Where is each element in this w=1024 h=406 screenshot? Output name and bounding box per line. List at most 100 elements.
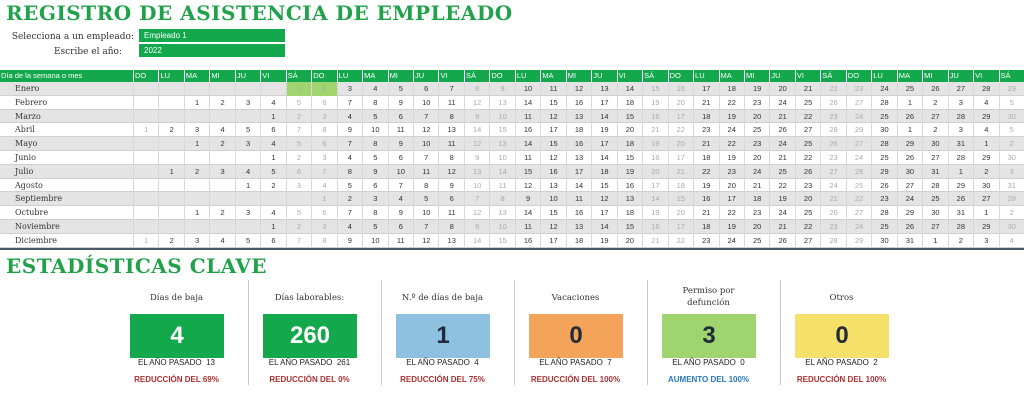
day-cell[interactable]: 9 — [463, 220, 489, 234]
day-cell[interactable] — [158, 220, 183, 234]
day-cell[interactable]: 24 — [871, 82, 896, 96]
day-cell[interactable] — [209, 192, 234, 207]
day-cell[interactable]: 7 — [387, 178, 413, 193]
day-cell[interactable]: 22 — [693, 164, 718, 179]
day-cell[interactable]: 22 — [794, 109, 820, 124]
day-cell[interactable]: 2 — [158, 123, 183, 138]
day-cell[interactable]: 22 — [718, 137, 744, 151]
day-cell[interactable]: 26 — [896, 220, 922, 234]
day-cell[interactable] — [209, 82, 234, 96]
day-cell[interactable]: 26 — [820, 95, 845, 110]
day-cell[interactable]: 24 — [845, 151, 871, 165]
day-cell[interactable]: 1 — [183, 137, 209, 151]
day-cell[interactable]: 4 — [362, 82, 387, 96]
day-cell[interactable]: 8 — [438, 151, 463, 165]
day-cell[interactable] — [133, 220, 158, 234]
day-cell[interactable]: 6 — [260, 233, 285, 248]
day-cell[interactable]: 7 — [438, 82, 463, 96]
day-cell[interactable]: 28 — [947, 151, 973, 165]
day-cell[interactable]: 3 — [234, 137, 260, 151]
day-cell[interactable]: 3 — [311, 220, 336, 234]
day-cell[interactable]: 8 — [311, 123, 336, 138]
day-cell[interactable] — [133, 192, 158, 207]
day-cell[interactable]: 20 — [667, 137, 693, 151]
day-cell[interactable]: 21 — [642, 123, 667, 138]
day-cell[interactable]: 16 — [616, 178, 642, 193]
day-cell[interactable]: 10 — [413, 95, 438, 110]
day-cell[interactable]: 31 — [896, 233, 922, 248]
day-cell[interactable] — [133, 178, 158, 193]
day-cell[interactable]: 1 — [260, 220, 285, 234]
day-cell[interactable]: 1 — [311, 192, 336, 207]
day-cell[interactable]: 20 — [667, 206, 693, 220]
day-cell[interactable]: 11 — [413, 164, 438, 179]
day-cell[interactable]: 8 — [362, 137, 387, 151]
day-cell[interactable]: 5 — [998, 123, 1024, 138]
day-cell[interactable] — [133, 151, 158, 165]
day-cell[interactable]: 4 — [260, 206, 285, 220]
day-cell[interactable]: 19 — [591, 233, 616, 248]
day-cell[interactable]: 2 — [260, 178, 285, 193]
day-cell[interactable]: 13 — [591, 82, 616, 96]
day-cell[interactable]: 23 — [820, 220, 845, 234]
day-cell[interactable]: 2 — [336, 192, 362, 207]
day-cell[interactable]: 30 — [998, 151, 1024, 165]
day-cell[interactable]: 4 — [998, 233, 1024, 248]
day-cell[interactable]: 10 — [463, 178, 489, 193]
day-cell[interactable]: 16 — [514, 123, 540, 138]
day-cell[interactable]: 13 — [565, 109, 591, 124]
day-cell[interactable]: 24 — [718, 233, 744, 248]
day-cell[interactable]: 13 — [489, 95, 514, 110]
day-cell[interactable]: 3 — [998, 164, 1024, 179]
day-cell[interactable]: 19 — [769, 192, 794, 207]
day-cell[interactable]: 2 — [947, 233, 973, 248]
day-cell[interactable] — [209, 220, 234, 234]
day-cell[interactable]: 17 — [591, 206, 616, 220]
day-cell[interactable]: 15 — [489, 123, 514, 138]
day-cell[interactable]: 10 — [489, 151, 514, 165]
day-cell[interactable]: 23 — [718, 164, 744, 179]
day-cell[interactable] — [183, 109, 209, 124]
day-cell[interactable]: 21 — [794, 82, 820, 96]
day-cell[interactable]: 18 — [591, 164, 616, 179]
day-cell[interactable]: 3 — [311, 109, 336, 124]
day-cell[interactable]: 17 — [693, 82, 718, 96]
day-cell[interactable]: 31 — [998, 178, 1024, 193]
day-cell[interactable]: 2 — [209, 137, 234, 151]
day-cell[interactable] — [158, 151, 183, 165]
day-cell[interactable]: 26 — [922, 82, 947, 96]
day-cell[interactable]: 28 — [922, 178, 947, 193]
day-cell[interactable]: 1 — [260, 151, 285, 165]
day-cell[interactable]: 25 — [896, 82, 922, 96]
day-cell[interactable]: 22 — [718, 95, 744, 110]
day-cell[interactable]: 30 — [922, 137, 947, 151]
day-cell[interactable]: 8 — [463, 82, 489, 96]
day-cell[interactable] — [209, 178, 234, 193]
day-cell[interactable]: 5 — [285, 95, 311, 110]
day-cell[interactable]: 28 — [998, 192, 1024, 207]
day-cell[interactable]: 14 — [514, 206, 540, 220]
day-cell[interactable]: 27 — [820, 164, 845, 179]
day-cell[interactable]: 18 — [565, 123, 591, 138]
day-cell[interactable]: 26 — [769, 123, 794, 138]
day-cell[interactable]: 6 — [387, 220, 413, 234]
day-cell[interactable]: 3 — [947, 95, 973, 110]
day-cell[interactable]: 28 — [845, 164, 871, 179]
day-cell[interactable]: 15 — [667, 192, 693, 207]
day-cell[interactable]: 13 — [489, 206, 514, 220]
day-cell[interactable]: 1 — [183, 95, 209, 110]
day-cell[interactable]: 27 — [922, 109, 947, 124]
day-cell[interactable]: 12 — [463, 206, 489, 220]
day-cell[interactable]: 5 — [336, 178, 362, 193]
day-cell[interactable] — [133, 109, 158, 124]
day-cell[interactable]: 12 — [438, 164, 463, 179]
day-cell[interactable]: 18 — [743, 192, 769, 207]
day-cell[interactable]: 30 — [896, 164, 922, 179]
day-cell[interactable]: 12 — [565, 82, 591, 96]
day-cell[interactable]: 27 — [845, 95, 871, 110]
day-cell[interactable]: 1 — [158, 164, 183, 179]
day-cell[interactable]: 7 — [413, 220, 438, 234]
day-cell[interactable]: 10 — [489, 220, 514, 234]
day-cell[interactable]: 29 — [871, 164, 896, 179]
day-cell[interactable]: 11 — [438, 206, 463, 220]
